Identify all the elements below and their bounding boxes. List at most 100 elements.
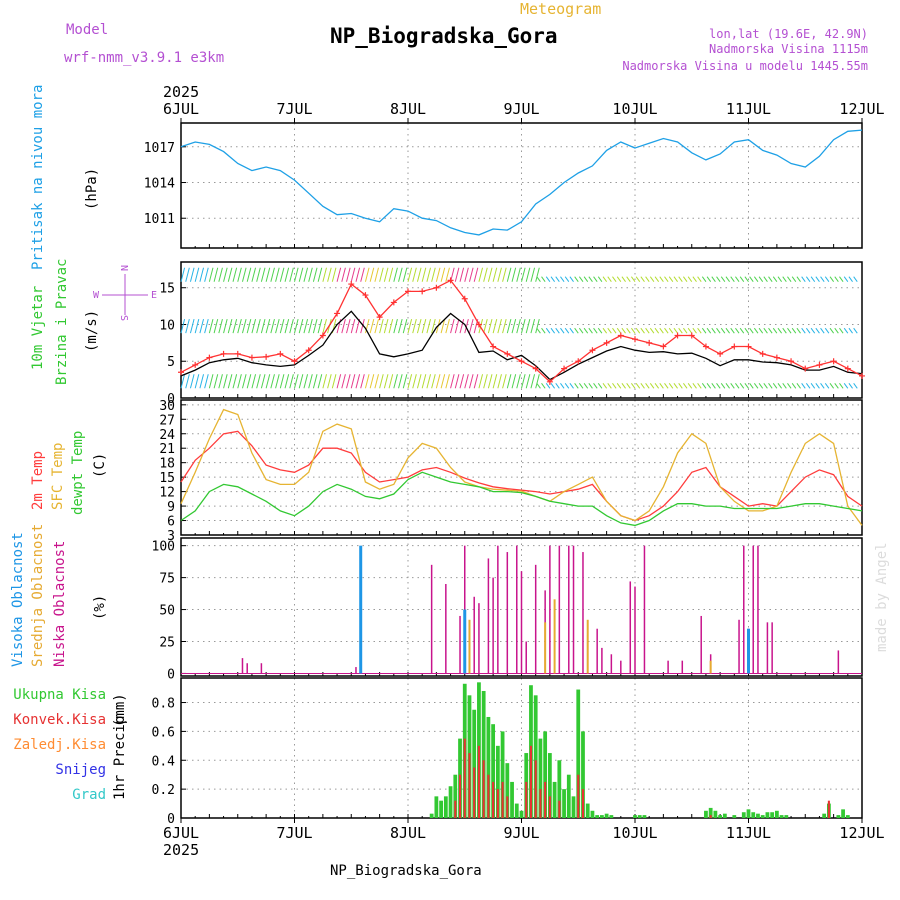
wind-barb xyxy=(265,319,271,334)
wind-barb xyxy=(497,374,502,389)
wind-barb xyxy=(824,383,830,389)
wind-barb xyxy=(246,374,252,389)
wind-barb xyxy=(706,327,712,334)
day-label-bottom: 9JUL xyxy=(503,824,539,842)
y-tick-label: 6 xyxy=(167,515,175,530)
wind-barb xyxy=(497,319,502,334)
wind-barb xyxy=(626,276,631,282)
wind-barb xyxy=(464,267,469,282)
precip-total-bar xyxy=(770,812,775,818)
wind-barb xyxy=(772,383,778,389)
precip-conv-bar xyxy=(501,781,504,818)
wind-barb xyxy=(388,267,394,282)
precip-total-bar xyxy=(746,809,751,818)
wind-barb xyxy=(541,276,546,282)
wind-barb xyxy=(445,267,450,282)
axis-layer: 1011101410170510153691215182124273002550… xyxy=(144,100,885,842)
cloud-high-bar xyxy=(463,609,467,674)
wind-barb xyxy=(364,267,370,282)
wind-barb xyxy=(208,319,214,334)
wind-speed-line xyxy=(180,310,863,381)
precip-total-bar xyxy=(595,815,600,818)
wind-barb xyxy=(530,267,536,282)
wind-barb xyxy=(545,327,551,334)
wind-barb xyxy=(560,383,565,389)
wind-barb xyxy=(791,276,797,282)
y-tick-label: 0 xyxy=(167,392,175,407)
wind-barb xyxy=(237,374,242,389)
wind-barb xyxy=(612,383,617,389)
day-label-bottom: 10JUL xyxy=(612,824,657,842)
precip-total-bar xyxy=(609,815,614,818)
wind-barb xyxy=(853,276,858,282)
wind-barb xyxy=(208,267,214,282)
cloud-low-label: Niska Oblacnost xyxy=(52,541,68,667)
wind-barb xyxy=(241,319,247,334)
y-tick-label: 18 xyxy=(159,457,175,472)
model-label: Model xyxy=(66,22,108,38)
wind-barb xyxy=(673,383,678,389)
day-label-top: 12JUL xyxy=(839,100,884,118)
y-tick-label: 1011 xyxy=(144,212,175,227)
wind-barb xyxy=(550,276,556,282)
wind-barb xyxy=(393,374,398,389)
wind-barb xyxy=(360,319,365,334)
wind-barb xyxy=(402,374,408,389)
wind-gust-marker xyxy=(731,343,738,350)
precip-total-bar xyxy=(604,813,609,818)
wind-barb xyxy=(744,383,749,389)
station-title: NP_Biogradska_Gora xyxy=(330,24,558,48)
wind-barb xyxy=(322,374,327,389)
wind-barb xyxy=(454,319,460,334)
wind-barb xyxy=(597,327,603,334)
wind-barb xyxy=(468,374,474,389)
precip-total-bar xyxy=(760,815,765,818)
wind-gust-marker xyxy=(490,343,497,350)
wind-barb xyxy=(664,383,669,389)
wind-barb xyxy=(218,319,223,334)
wind-barb xyxy=(360,374,365,389)
precip-total-bar xyxy=(562,789,566,818)
wind-barb xyxy=(692,327,697,334)
precip-total-bar xyxy=(566,774,571,818)
wind-barb xyxy=(350,319,356,334)
wind-barb xyxy=(388,374,394,389)
wind-barb xyxy=(555,327,560,334)
wind-barb xyxy=(796,276,801,282)
temp-2m-line xyxy=(180,430,863,522)
cloud-low-bar xyxy=(478,603,480,674)
wind-barb xyxy=(502,267,507,282)
wind-gust-marker xyxy=(334,310,341,317)
wind-barb xyxy=(511,319,517,334)
wind-barb xyxy=(626,327,631,334)
wind-gust-marker xyxy=(178,369,184,376)
wind-barb xyxy=(787,276,792,282)
wind-barb xyxy=(393,319,398,334)
wind-barb xyxy=(645,276,650,282)
wind-barb xyxy=(716,383,721,389)
wind-barb xyxy=(730,327,735,334)
y-tick-label: 0.6 xyxy=(152,725,175,740)
wind-barb xyxy=(583,383,589,389)
wind-barb xyxy=(294,374,299,389)
wind-barb xyxy=(692,383,697,389)
wind-barb xyxy=(275,267,280,282)
model-name: wrf-nmm_v3.9.1 e3km xyxy=(64,50,224,66)
wind-barb xyxy=(308,374,313,389)
y-tick-label: 10 xyxy=(159,318,175,333)
wind-barb xyxy=(711,327,716,334)
precip-total-bar xyxy=(505,763,510,818)
wind-barb xyxy=(440,374,446,389)
wind-barb xyxy=(668,383,674,389)
wind-barb xyxy=(687,276,693,282)
wind-barb xyxy=(383,267,389,282)
wind-barb xyxy=(749,383,754,389)
precip-total-bar xyxy=(841,809,845,818)
wind-barb xyxy=(630,327,636,334)
wind-barb xyxy=(805,327,811,334)
wind-barb xyxy=(506,319,512,334)
wind-barb xyxy=(322,267,327,282)
y-tick-label: 21 xyxy=(159,442,175,457)
wind-barb xyxy=(298,267,304,282)
wind-gust-marker xyxy=(830,358,837,365)
